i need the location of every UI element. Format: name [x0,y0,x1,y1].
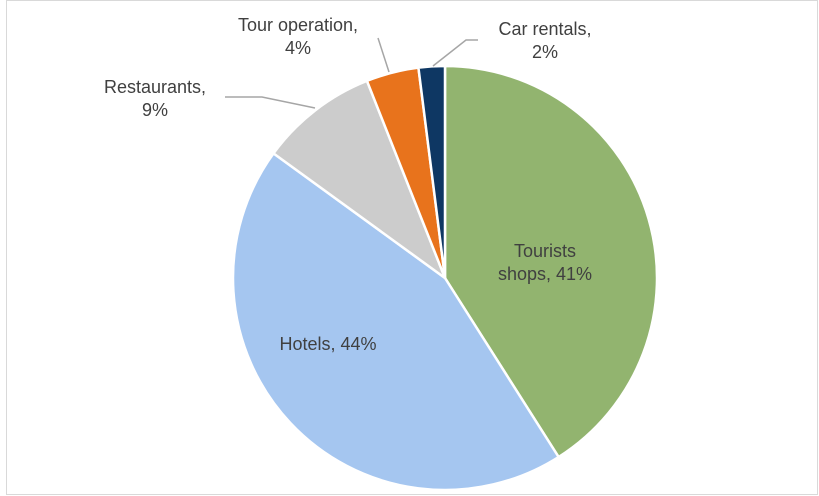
leader-line [432,39,478,67]
data-label: Restaurants, 9% [103,77,207,120]
leader-line [377,37,390,73]
pie-slice [417,64,447,279]
pie-slice [271,79,448,282]
pie-slice [231,151,561,492]
data-label: Car rentals, 2% [498,19,592,62]
data-label: Tour operation, 4% [237,15,359,58]
leader-line [225,96,316,109]
data-label: Hotels, 44% [279,334,377,354]
data-label: Tourists shops, 41% [497,241,593,284]
